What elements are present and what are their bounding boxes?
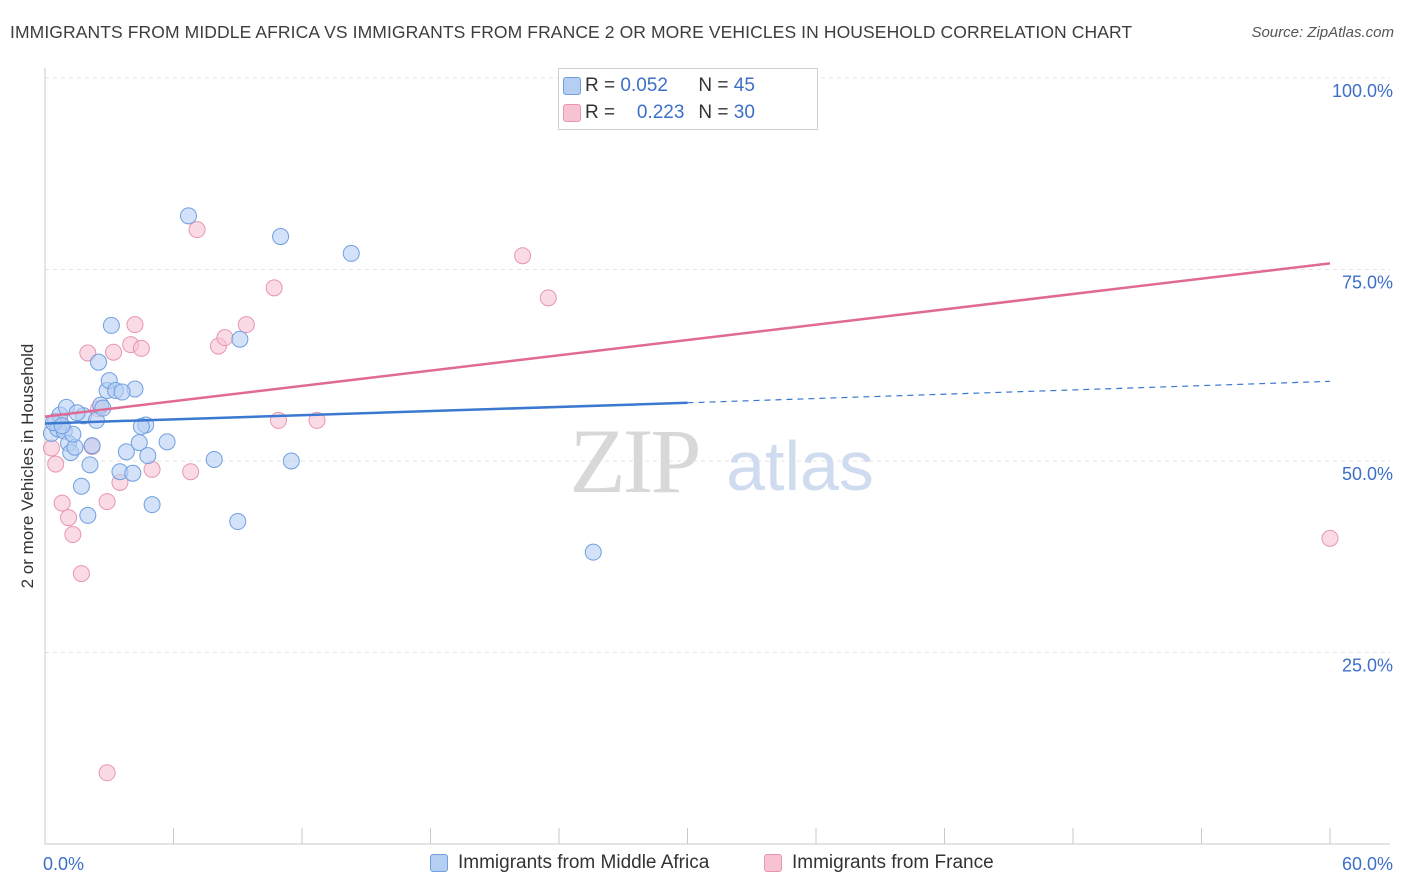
x-tick-label: 60.0%	[1342, 854, 1393, 874]
series1-n-value: 45	[733, 75, 755, 96]
source-credit: Source: ZipAtlas.com	[1251, 24, 1394, 41]
point-middle-africa	[179, 207, 197, 225]
r-label: R =	[585, 75, 616, 96]
chart-title: IMMIGRANTS FROM MIDDLE AFRICA VS IMMIGRA…	[10, 22, 1133, 42]
point-middle-africa	[81, 456, 99, 474]
point-middle-africa	[124, 464, 142, 482]
grid-lines	[45, 77, 1390, 653]
legend-label-middle-africa: Immigrants from Middle Africa	[458, 852, 710, 873]
legend-swatch-france	[764, 854, 782, 872]
y-tick-label: 75.0%	[1342, 273, 1393, 293]
series2-r-value: 0.223	[636, 102, 685, 123]
trend-line-middle-africa-extension	[687, 380, 1331, 404]
trend-line-middle-africa	[44, 401, 688, 425]
series1-swatch	[563, 77, 581, 95]
zipatlas-watermark: ZIP atlas	[570, 410, 874, 512]
point-middle-africa	[139, 447, 157, 465]
point-france	[265, 279, 283, 297]
point-middle-africa	[272, 228, 290, 246]
y-tick-label: 50.0%	[1342, 464, 1393, 484]
series2-swatch	[563, 104, 581, 122]
point-middle-africa	[158, 433, 176, 451]
point-middle-africa	[102, 316, 120, 334]
point-middle-africa	[90, 353, 108, 371]
n-label: N =	[698, 75, 729, 96]
x-tick-label: 0.0%	[43, 854, 84, 874]
point-middle-africa	[72, 477, 90, 495]
y-axis-label: 2 or more Vehicles in Household	[18, 343, 37, 589]
point-france	[42, 439, 60, 457]
point-middle-africa	[282, 452, 300, 470]
legend-swatch-middle-africa	[430, 854, 448, 872]
r-label: R =	[585, 102, 616, 123]
stats-row-series2: R = 0.223 N = 30	[563, 100, 755, 126]
point-france	[132, 339, 150, 357]
point-middle-africa	[79, 506, 97, 524]
watermark-zip: ZIP	[570, 410, 699, 512]
point-france	[1321, 529, 1339, 547]
point-france	[98, 764, 116, 782]
bottom-legend: Immigrants from Middle Africa Immigrants…	[0, 852, 1406, 878]
point-france	[308, 411, 326, 429]
legend-item-middle-africa[interactable]: Immigrants from Middle Africa	[430, 852, 709, 874]
point-middle-africa	[113, 383, 131, 401]
point-middle-africa	[229, 513, 247, 531]
watermark-atlas: atlas	[726, 427, 874, 505]
point-middle-africa	[143, 496, 161, 514]
stats-legend-box: R = 0.052 N = 45 R = 0.223 N = 30	[558, 68, 818, 130]
series2-n-value: 30	[733, 102, 755, 123]
point-middle-africa	[205, 450, 223, 468]
point-france	[105, 343, 123, 361]
legend-item-france[interactable]: Immigrants from France	[764, 852, 994, 874]
point-france	[539, 289, 557, 307]
point-france	[64, 526, 82, 544]
point-france	[126, 316, 144, 334]
point-middle-africa	[132, 418, 150, 436]
point-france	[47, 455, 65, 473]
point-france	[237, 316, 255, 334]
point-middle-africa	[83, 437, 101, 455]
point-france	[514, 247, 532, 265]
axes	[44, 68, 1390, 845]
point-france	[60, 509, 78, 527]
stats-row-series1: R = 0.052 N = 45	[563, 73, 755, 99]
series1-r-value: 0.052	[620, 75, 668, 96]
legend-label-france: Immigrants from France	[792, 852, 994, 873]
trend-lines	[44, 262, 1331, 425]
point-middle-africa	[584, 543, 602, 561]
y-tick-label: 25.0%	[1342, 656, 1393, 676]
point-france	[216, 329, 234, 347]
trend-line-france	[44, 262, 1331, 418]
y-tick-label: 100.0%	[1332, 81, 1393, 101]
point-middle-africa	[342, 244, 360, 262]
point-middle-africa	[53, 417, 71, 435]
point-middle-africa	[231, 330, 249, 348]
point-france	[72, 565, 90, 583]
point-france	[182, 463, 200, 481]
point-middle-africa	[117, 443, 135, 461]
point-france	[188, 221, 206, 239]
point-france	[98, 493, 116, 511]
n-label: N =	[698, 102, 729, 123]
point-france	[53, 494, 71, 512]
tick-labels: 25.0% 50.0% 75.0% 100.0% 0.0% 60.0%	[43, 81, 1393, 874]
